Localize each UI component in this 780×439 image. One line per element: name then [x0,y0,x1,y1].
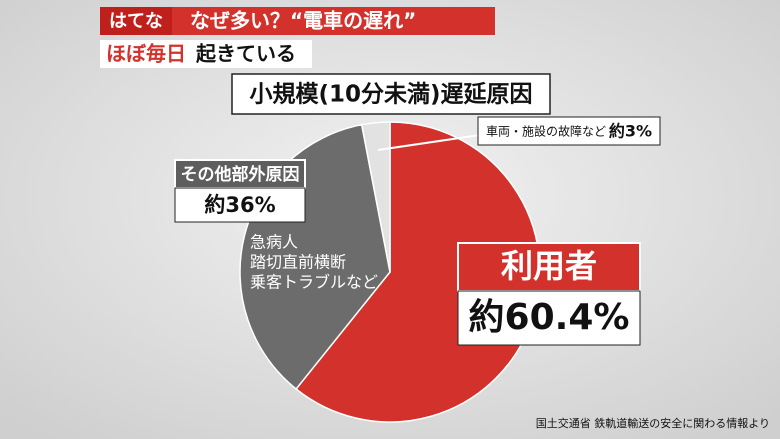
subtitle-box [100,40,312,68]
pie [239,121,541,423]
source: 国土交通省 鉄軌道輸送の安全に関わる情報より [536,416,770,430]
subtitle-rest: 起きている [195,42,296,66]
subtitle-highlight: ほぼ毎日 [106,42,186,66]
category-label: 利用者 [501,247,597,285]
value-label: 約60.4% [469,297,630,338]
category-label: 車両・施設の故障など [486,124,606,139]
chart-title-box [231,73,551,115]
category-box [477,116,661,146]
value-label: 約3% [609,122,652,141]
annotation: 踏切直前横断 [250,253,346,272]
category-box [457,242,641,292]
header-title: なぜ多い？“電車の遅れ” [190,9,416,33]
category-label: その他部外原因 [181,164,300,185]
value-label: 約36% [204,193,275,217]
annotation: 乗客トラブルなど [250,273,378,292]
pie-slice [360,121,391,273]
value-box [174,187,306,223]
category-box [174,159,306,189]
value-box [457,290,641,346]
header-tag: はてな [109,11,163,32]
header-tag-box [100,7,172,35]
annotation: 急病人 [250,233,298,252]
chart-title: 小規模(10分未満)遅延原因 [249,82,532,108]
leader-line [377,134,481,151]
